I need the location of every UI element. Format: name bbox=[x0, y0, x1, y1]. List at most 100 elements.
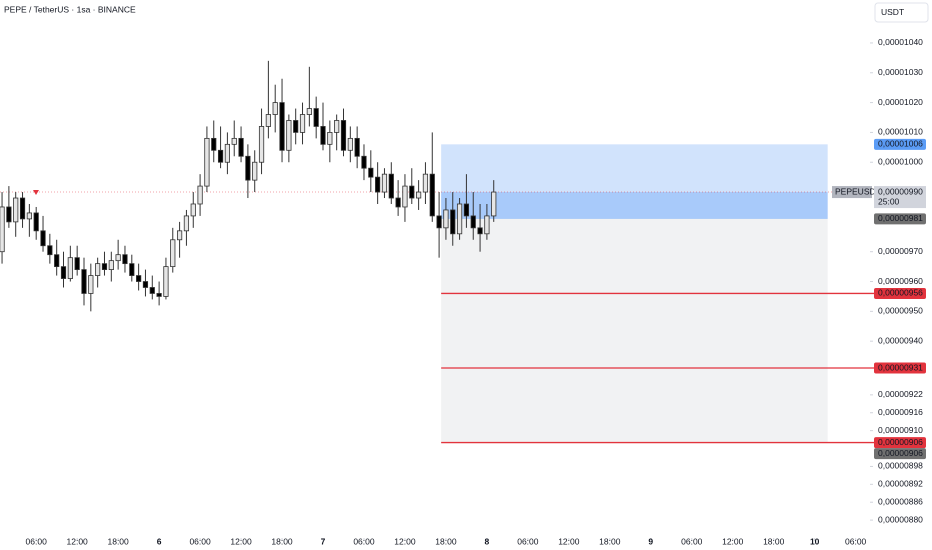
y-tick-label: 0,00000886 bbox=[878, 496, 923, 506]
candle-body bbox=[381, 173, 388, 193]
target-zone bbox=[441, 144, 828, 219]
level-tag-label: 0,00001006 bbox=[878, 139, 923, 149]
level-tag-label: 0,00000981 bbox=[878, 213, 923, 223]
candle-body bbox=[238, 137, 244, 157]
x-tick-label: 12:00 bbox=[230, 536, 252, 546]
candle-body bbox=[477, 227, 483, 235]
x-tick-label: 06:00 bbox=[681, 536, 703, 546]
candle-body bbox=[13, 197, 19, 223]
candle-body bbox=[81, 269, 87, 294]
candle-body bbox=[47, 245, 53, 256]
candle-body bbox=[129, 263, 135, 276]
currency-label[interactable]: USDT bbox=[881, 7, 904, 17]
candle-body bbox=[306, 108, 312, 115]
x-tick-label: 12:00 bbox=[394, 536, 416, 546]
candle-body bbox=[95, 263, 101, 276]
x-tick-label: 06:00 bbox=[26, 536, 48, 546]
x-tick-label: 18:00 bbox=[435, 536, 457, 546]
candle-body bbox=[245, 155, 251, 181]
x-tick-label: 06:00 bbox=[845, 536, 867, 546]
level-tag bbox=[874, 362, 926, 374]
candle-body bbox=[122, 254, 128, 265]
candle-body bbox=[402, 185, 408, 208]
entry-band bbox=[441, 192, 828, 219]
level-tag-label: 0,00000931 bbox=[878, 362, 923, 372]
candle-body bbox=[299, 114, 306, 133]
candle-body bbox=[313, 108, 319, 127]
y-tick-label: 0,00001010 bbox=[878, 127, 923, 137]
candle-body bbox=[388, 173, 394, 199]
candle-body bbox=[101, 263, 108, 270]
candle-body bbox=[204, 137, 210, 187]
x-tick-label: 18:00 bbox=[599, 536, 621, 546]
y-tick-label: 0,00000950 bbox=[878, 306, 923, 316]
candle-body bbox=[361, 155, 367, 169]
last-price-tag bbox=[874, 186, 926, 209]
candle-body bbox=[375, 176, 381, 193]
candle-body bbox=[293, 120, 299, 133]
candle-body bbox=[422, 173, 429, 193]
candle-body bbox=[258, 126, 265, 163]
x-tick-label: 7 bbox=[321, 536, 326, 546]
y-tick-label: 0,00000940 bbox=[878, 335, 923, 345]
candle-body bbox=[163, 266, 169, 297]
candle-body bbox=[450, 209, 456, 235]
candle-body bbox=[272, 102, 278, 115]
candle-body bbox=[115, 254, 121, 262]
chart-title: PEPE / TetherUS · 1sa · BINANCE bbox=[4, 4, 136, 14]
x-tick-label: 18:00 bbox=[271, 536, 293, 546]
candle-body bbox=[395, 197, 401, 208]
level-tag-label: 0,00000956 bbox=[878, 288, 923, 298]
candle-body bbox=[224, 143, 231, 163]
candle-body bbox=[409, 185, 415, 199]
level-tag-label: 0,00000906 bbox=[878, 448, 923, 458]
y-tick-label: 0,00000960 bbox=[878, 276, 923, 286]
last-price-label: 0,00000990 bbox=[878, 186, 923, 196]
candle-body bbox=[491, 191, 497, 217]
candle-body bbox=[443, 209, 449, 229]
candle-body bbox=[484, 215, 490, 235]
level-tag bbox=[874, 448, 926, 460]
candle-body bbox=[368, 167, 374, 178]
candle-body bbox=[217, 149, 224, 163]
candle-body bbox=[347, 137, 353, 151]
candle-body bbox=[67, 257, 73, 279]
plot-area bbox=[0, 60, 870, 312]
candle-body bbox=[0, 206, 5, 253]
candle-body bbox=[156, 293, 162, 297]
candle-body bbox=[183, 215, 190, 232]
x-tick-label: 12:00 bbox=[722, 536, 744, 546]
level-tag bbox=[874, 437, 926, 449]
candle-body bbox=[74, 257, 80, 270]
y-tick-label: 0,00000892 bbox=[878, 479, 923, 489]
candle-body bbox=[340, 120, 347, 151]
candle-body bbox=[334, 120, 340, 133]
candle-body bbox=[176, 230, 183, 241]
x-tick-label: 12:00 bbox=[558, 536, 580, 546]
countdown-label: 25:00 bbox=[878, 196, 900, 206]
candle-body bbox=[197, 185, 203, 205]
level-tag bbox=[874, 213, 926, 225]
candle-body bbox=[211, 137, 217, 151]
x-tick-label: 12:00 bbox=[67, 536, 89, 546]
y-tick-label: 0,00000898 bbox=[878, 461, 923, 471]
candle-body bbox=[170, 239, 176, 268]
x-tick-label: 9 bbox=[648, 536, 653, 546]
signal-marker bbox=[33, 190, 39, 195]
x-tick-label: 8 bbox=[485, 536, 490, 546]
candle-body bbox=[320, 126, 326, 145]
y-tick-label: 0,00001040 bbox=[878, 37, 923, 47]
candle-body bbox=[279, 102, 285, 151]
x-tick-label: 10 bbox=[810, 536, 820, 546]
level-tag-label: 0,00000906 bbox=[878, 437, 923, 447]
candle-body bbox=[416, 191, 422, 199]
candle-body bbox=[286, 120, 292, 151]
x-tick-label: 18:00 bbox=[107, 536, 129, 546]
candle-body bbox=[33, 212, 39, 232]
candle-body bbox=[88, 275, 94, 294]
candle-body bbox=[19, 197, 26, 220]
currency-button[interactable] bbox=[874, 2, 929, 23]
risk-zone bbox=[441, 218, 828, 443]
candle-body bbox=[470, 215, 476, 229]
